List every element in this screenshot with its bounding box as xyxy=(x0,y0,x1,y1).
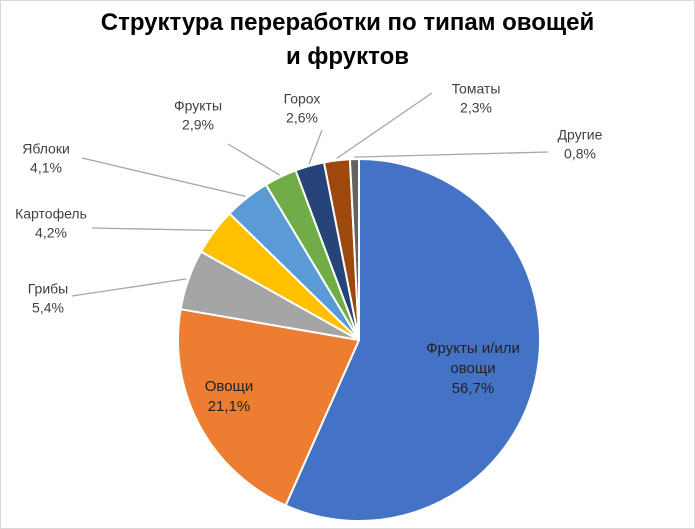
leader-line xyxy=(81,157,246,198)
slice-label: Томаты 2,3% xyxy=(452,81,501,116)
slice-label: Горох 2,6% xyxy=(284,91,321,126)
leader-line xyxy=(308,129,323,165)
slice-name-label: Фрукты и/или xyxy=(426,340,520,357)
slice-label: Картофель 4,2% xyxy=(15,206,87,241)
slice-label: Овощи 21,1% xyxy=(205,378,254,415)
slice-value-label: 2,3% xyxy=(460,100,492,116)
slice-label: Другие 0,8% xyxy=(558,127,603,162)
slice-label: Яблоки 4,1% xyxy=(22,141,70,176)
leader-line xyxy=(227,143,280,176)
chart-title-line-1: Структура переработки по типам овощей xyxy=(100,9,595,36)
chart-title-line-2: и фруктов xyxy=(286,43,409,70)
slice-label: Фрукты 2,9% xyxy=(174,98,222,133)
leader-line xyxy=(354,151,549,158)
slice-value-label: 0,8% xyxy=(564,146,596,162)
slice-name-label: Фрукты xyxy=(174,98,222,114)
chart-title: Структура переработки по типам овощей и … xyxy=(0,6,695,74)
slice-name-label: Овощи xyxy=(205,378,254,395)
slice-name-label: Томаты xyxy=(452,81,501,97)
pie-slice xyxy=(177,308,360,507)
slice-name-label: Горох xyxy=(284,91,321,107)
leader-line xyxy=(336,92,433,159)
slice-value-label: 21,1% xyxy=(208,398,251,415)
slice-labels: Фрукты и/или овощи 56,7% Овощи 21,1% Грибы 5,4… xyxy=(15,81,603,416)
slice-value-label: 2,6% xyxy=(286,110,318,126)
leader-line xyxy=(91,227,213,232)
slice-value-label: 4,2% xyxy=(35,225,67,241)
pie-slice xyxy=(284,158,541,522)
leader-line xyxy=(71,278,187,297)
slice-name-label: Яблоки xyxy=(22,141,70,157)
slice-value-label: 4,1% xyxy=(30,160,62,176)
slice-value-label: 56,7% xyxy=(452,380,495,397)
slice-label: Грибы 5,4% xyxy=(28,281,68,316)
pie-slice xyxy=(348,158,360,341)
slice-name-label: Картофель xyxy=(15,206,87,222)
slice-name-label: овощи xyxy=(450,360,495,377)
leader-lines xyxy=(71,92,549,297)
slice-value-label: 2,9% xyxy=(182,117,214,133)
slice-name-label: Другие xyxy=(558,127,603,143)
slice-name-label: Грибы xyxy=(28,281,68,297)
pie-slices xyxy=(177,158,541,522)
slice-value-label: 5,4% xyxy=(32,300,64,316)
slice-label: Фрукты и/или овощи 56,7% xyxy=(426,340,520,397)
